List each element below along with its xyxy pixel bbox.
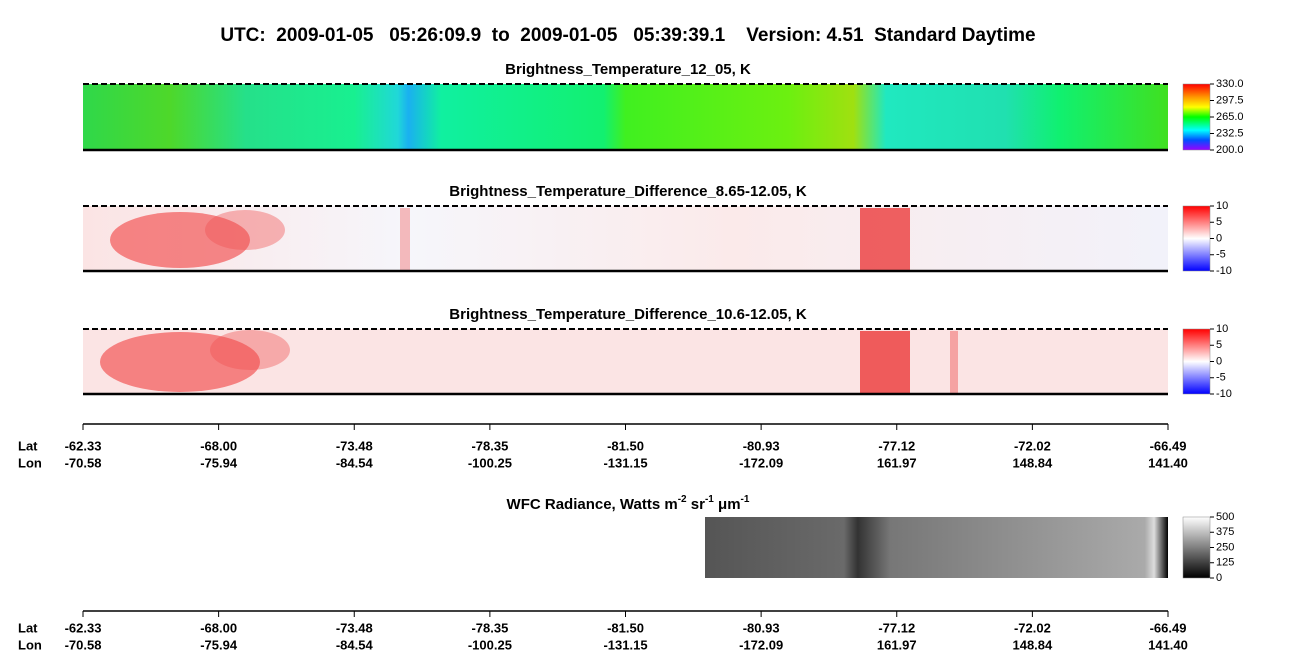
colorbar-label: 330.0 <box>1216 78 1244 90</box>
axis-label: Lat <box>18 438 38 453</box>
tick-label: -172.09 <box>739 637 783 652</box>
tick-label: -81.50 <box>607 620 644 635</box>
tick-label: -80.93 <box>743 438 780 453</box>
tick-label: 141.40 <box>1148 637 1188 652</box>
tick-label: 148.84 <box>1012 637 1053 652</box>
tick-label: -73.48 <box>336 620 373 635</box>
superscript: -1 <box>705 494 714 505</box>
tick-label: 161.97 <box>877 637 917 652</box>
tick-label: -80.93 <box>743 620 780 635</box>
panel-title: Brightness_Temperature_12_05, K <box>505 61 751 78</box>
tick-label: -70.58 <box>65 455 102 470</box>
title-part: sr <box>687 496 706 513</box>
tick-label: -68.00 <box>200 620 237 635</box>
tick-label: -81.50 <box>607 438 644 453</box>
colorbar-label: 0 <box>1216 572 1222 584</box>
tick-label: -100.25 <box>468 637 512 652</box>
tick-label: -68.00 <box>200 438 237 453</box>
tick-label: -131.15 <box>603 637 647 652</box>
colorbar-label: 0 <box>1216 232 1222 244</box>
colorbar-label: 10 <box>1216 323 1228 335</box>
colorbar-label: 5 <box>1216 339 1222 351</box>
colorbar-label: 500 <box>1216 511 1234 523</box>
heatmap <box>83 329 1168 394</box>
tick-label: -70.58 <box>65 637 102 652</box>
colorbar-label: 10 <box>1216 200 1228 212</box>
colorbar <box>1182 328 1211 395</box>
colorbar-label: 125 <box>1216 557 1234 569</box>
colorbar-label: -5 <box>1216 249 1226 261</box>
tick-label: 148.84 <box>1012 455 1053 470</box>
panel-title: Brightness_Temperature_Difference_8.65-1… <box>449 183 807 200</box>
page-title: UTC: 2009-01-05 05:26:09.9 to 2009-01-05… <box>220 25 1035 46</box>
layer: Brightness_Temperature_12_05, K 330.0 297.… <box>18 61 1244 652</box>
tick-label: -172.09 <box>739 455 783 470</box>
colorbar-label: 250 <box>1216 541 1234 553</box>
tick-label: 141.40 <box>1148 455 1188 470</box>
colorbar-label: 232.5 <box>1216 127 1244 139</box>
tick-label: -84.54 <box>336 455 374 470</box>
tick-label: -73.48 <box>336 438 373 453</box>
axis-label: Lat <box>18 620 38 635</box>
heatmap <box>705 517 1168 578</box>
tick-label: -66.49 <box>1150 438 1187 453</box>
axis-label: Lon <box>18 455 42 470</box>
colorbar <box>1182 205 1211 272</box>
title-part: WFC Radiance, Watts m <box>507 496 678 513</box>
panel-title: Brightness_Temperature_Difference_10.6-1… <box>449 306 807 323</box>
axis-label: Lon <box>18 637 42 652</box>
title-part: μm <box>714 496 741 513</box>
colorbar-label: 297.5 <box>1216 94 1244 106</box>
tick-label: -62.33 <box>65 438 102 453</box>
tick-label: -100.25 <box>468 455 512 470</box>
tick-label: -78.35 <box>471 620 508 635</box>
tick-label: -75.94 <box>200 637 238 652</box>
colorbar <box>1182 516 1211 579</box>
colorbar-label: 265.0 <box>1216 111 1244 123</box>
tick-label: -72.02 <box>1014 620 1051 635</box>
colorbar-label: -5 <box>1216 372 1226 384</box>
tick-label: -66.49 <box>1150 620 1187 635</box>
heatmap <box>83 84 1168 150</box>
tick-label: -84.54 <box>336 637 374 652</box>
tick-label: -131.15 <box>603 455 647 470</box>
tick-label: -77.12 <box>878 620 915 635</box>
colorbar-label: 0 <box>1216 355 1222 367</box>
panel-title: WFC Radiance, Watts m-2 sr-1 μm-1 <box>507 494 750 513</box>
tick-label: 161.97 <box>877 455 917 470</box>
colorbar-label: 200.0 <box>1216 144 1244 156</box>
tick-label: -62.33 <box>65 620 102 635</box>
colorbar <box>1182 83 1211 151</box>
colorbar-label: -10 <box>1216 265 1232 277</box>
colorbar-label: 5 <box>1216 216 1222 228</box>
superscript: -1 <box>741 494 750 505</box>
superscript: -2 <box>678 494 687 505</box>
tick-label: -77.12 <box>878 438 915 453</box>
tick-label: -72.02 <box>1014 438 1051 453</box>
colorbar-label: 375 <box>1216 526 1234 538</box>
tick-label: -78.35 <box>471 438 508 453</box>
tick-label: -75.94 <box>200 455 238 470</box>
heatmap <box>83 206 1168 271</box>
colorbar-label: -10 <box>1216 388 1232 400</box>
